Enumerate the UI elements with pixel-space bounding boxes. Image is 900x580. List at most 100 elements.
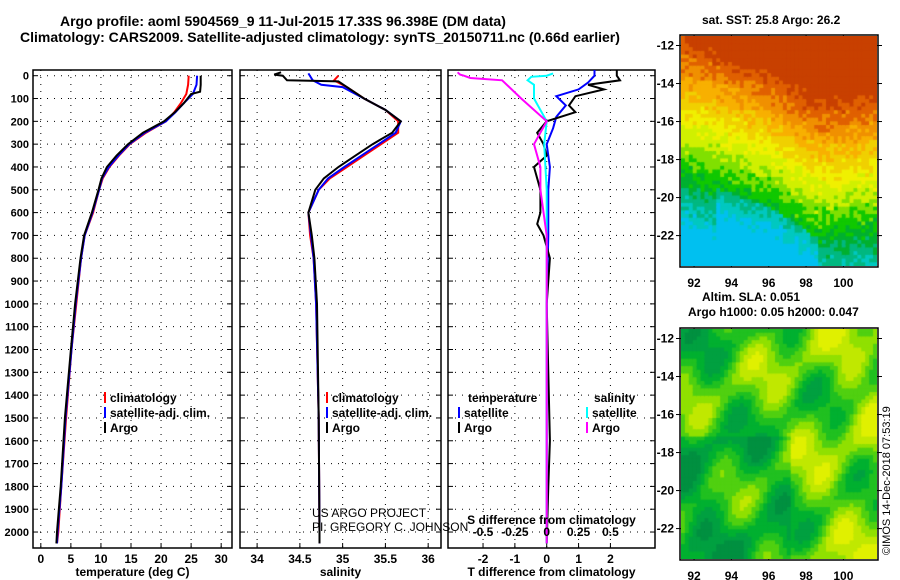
- lon-tick-label: 96: [762, 569, 776, 580]
- x2-tick-label: 0: [543, 525, 550, 539]
- x-tick-label: 34: [250, 552, 264, 566]
- y-tick-label: 0: [23, 71, 29, 83]
- y-tick-label: 700: [11, 230, 29, 242]
- y-tick-label: 1900: [5, 504, 29, 516]
- lat-tick-label: -12: [657, 332, 675, 346]
- panel-salinity: [239, 69, 442, 549]
- legend-label: satellite: [464, 406, 509, 420]
- lon-tick-label: 92: [687, 569, 701, 580]
- legend-label: satellite-adj. clim.: [110, 406, 211, 420]
- difference-temperature-legend: temperature satellite Argo: [458, 391, 537, 436]
- title-line-1: Argo profile: aoml 5904569_9 11-Jul-2015…: [60, 13, 506, 29]
- map-frame: [679, 327, 879, 561]
- series-line-salinity-argo: [456, 71, 548, 544]
- temperature-legend: climatology satellite-adj. clim. Argo: [104, 391, 210, 436]
- x-tick-label: 20: [154, 552, 168, 566]
- x2-tick-label: -0.5: [473, 525, 494, 539]
- x-tick-label: 15: [124, 552, 138, 566]
- lat-tick-label: -20: [657, 484, 675, 498]
- series-line-temperature-satellite: [545, 70, 596, 544]
- sla-map: [681, 329, 877, 559]
- lat-tick-label: -22: [657, 522, 675, 536]
- legend-label: Argo: [110, 421, 138, 435]
- x2-axis-label: S difference from climatology: [467, 513, 636, 527]
- lon-tick-label: 98: [799, 569, 813, 580]
- x-tick-label: 10: [94, 552, 108, 566]
- lat-tick-label: -18: [657, 153, 675, 167]
- pi-name: PI: GREGORY C. JOHNSON: [312, 520, 469, 534]
- sst-map: [681, 36, 877, 266]
- x-tick-label: 36: [421, 552, 435, 566]
- lat-tick-label: -14: [657, 77, 675, 91]
- project-note: US ARGO PROJECT PI: GREGORY C. JOHNSON: [312, 506, 468, 534]
- series-line-climatology: [307, 75, 400, 544]
- lon-tick-label: 94: [725, 276, 739, 290]
- y-tick-label: 1400: [5, 390, 29, 402]
- legend-label: satellite: [592, 406, 637, 420]
- lon-tick-label: 98: [799, 276, 813, 290]
- y-tick-label: 1000: [5, 299, 29, 311]
- y-tick-label: 1700: [5, 459, 29, 471]
- y-tick-label: 100: [11, 94, 29, 106]
- legend-label: satellite-adj. clim.: [332, 406, 433, 420]
- x-tick-label: 35: [336, 552, 350, 566]
- plot-frame: [239, 69, 442, 549]
- lat-tick-label: -16: [657, 408, 675, 422]
- legend-swatch-sal-satellite: [586, 407, 588, 418]
- x-tick-label: 2: [607, 552, 614, 566]
- x-tick-label: 25: [184, 552, 198, 566]
- lat-tick-label: -18: [657, 446, 675, 460]
- legend-swatch-argo: [326, 422, 328, 433]
- series-line-argo: [273, 71, 403, 544]
- salinity-legend: climatology satellite-adj. clim. Argo: [326, 391, 432, 436]
- lat-tick-label: -16: [657, 115, 675, 129]
- y-tick-label: 800: [11, 253, 29, 265]
- y-tick-label: 300: [11, 139, 29, 151]
- legend-swatch-climatology: [326, 392, 328, 403]
- x-tick-label: 0: [37, 552, 44, 566]
- legend-label: Argo: [464, 421, 492, 435]
- lon-tick-label: 92: [687, 276, 701, 290]
- y-tick-label: 900: [11, 276, 29, 288]
- difference-salinity-legend: salinity satellite Argo: [586, 391, 637, 436]
- credit-text: ©IMOS 14-Dec-2018 07:53:19: [881, 406, 893, 555]
- y-tick-label: 400: [11, 162, 29, 174]
- x-tick-label: 5: [68, 552, 75, 566]
- y-tick-label: 1200: [5, 344, 29, 356]
- legend-swatch-satellite: [326, 407, 328, 418]
- legend-swatch-satellite: [104, 407, 106, 418]
- y-tick-label: 1600: [5, 436, 29, 448]
- series-line-climatology: [56, 75, 190, 544]
- y-tick-label: 1300: [5, 367, 29, 379]
- x-tick-label: -1: [510, 552, 521, 566]
- x-axis-label: T difference from climatology: [467, 565, 635, 579]
- x2-tick-label: 0.5: [602, 525, 619, 539]
- legend-label: Argo: [592, 421, 620, 435]
- x-tick-label: 1: [575, 552, 582, 566]
- plot-frame: [32, 69, 233, 549]
- legend-swatch-argo: [458, 422, 460, 433]
- legend-swatch-argo: [104, 422, 106, 433]
- legend-swatch-climatology: [104, 392, 106, 403]
- x-tick-label: 0: [543, 552, 550, 566]
- x-axis-label: salinity: [320, 565, 362, 579]
- y-tick-label: 600: [11, 208, 29, 220]
- lon-tick-label: 96: [762, 276, 776, 290]
- lat-tick-label: -14: [657, 370, 675, 384]
- panel-temperature: [32, 69, 233, 549]
- y-tick-label: 1100: [5, 322, 29, 334]
- project-name: US ARGO PROJECT: [312, 506, 427, 520]
- x-tick-label: 30: [214, 552, 228, 566]
- legend-heading: temperature: [468, 391, 538, 405]
- y-tick-label: 1800: [5, 481, 29, 493]
- sst-map-title: sat. SST: 25.8 Argo: 26.2: [702, 13, 841, 27]
- x-axis-label: temperature (deg C): [75, 565, 189, 579]
- y-tick-label: 2000: [5, 527, 29, 539]
- lon-tick-label: 100: [833, 569, 853, 580]
- legend-label: Argo: [332, 421, 360, 435]
- legend-swatch-satellite: [458, 407, 460, 418]
- y-tick-label: 200: [11, 116, 29, 128]
- sla-map-title-2: Argo h1000: 0.05 h2000: 0.047: [688, 305, 859, 319]
- panel-difference: [447, 69, 656, 549]
- x-tick-label: 34.5: [288, 552, 312, 566]
